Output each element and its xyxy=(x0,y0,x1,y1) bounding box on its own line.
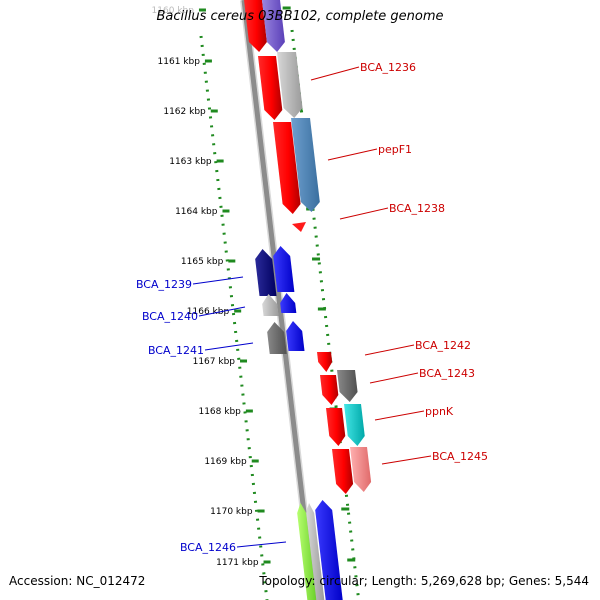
gene-label-reverse: BCA_1241 xyxy=(148,344,204,357)
gene-lime xyxy=(297,503,317,600)
scale-label: 1165 kbp xyxy=(181,257,224,267)
gene-blue xyxy=(286,321,305,351)
scale-label: 1169 kbp xyxy=(204,457,247,467)
leader-line xyxy=(236,541,287,548)
scale-label: 1161 kbp xyxy=(158,57,201,67)
backbone-line xyxy=(241,0,317,600)
leader-line xyxy=(339,207,389,220)
leader-line xyxy=(369,372,419,384)
scale-labels: 1160 kbp 1161 kbp 1162 kbp 1163 kbp 1164 kbp… xyxy=(152,6,259,568)
scale-label: 1171 kbp xyxy=(216,558,259,568)
gene-label-forward: BCA_1242 xyxy=(415,339,471,352)
gene-blue xyxy=(273,246,295,292)
gene-features xyxy=(244,0,372,600)
gene-label-forward: BCA_1238 xyxy=(389,202,445,215)
gene-label-forward: BCA_1236 xyxy=(360,61,416,74)
gene-small-red xyxy=(292,222,306,232)
gene-forward xyxy=(244,0,267,52)
gene-label-forward: BCA_1243 xyxy=(419,367,475,380)
scale-label: 1166 kbp xyxy=(187,307,230,317)
scale-label: 1160 kbp xyxy=(152,6,195,16)
genome-backbone xyxy=(240,0,319,600)
gene-ppnK xyxy=(344,404,365,446)
gene-label-reverse: BCA_1240 xyxy=(142,310,198,323)
gene-grey xyxy=(306,503,325,600)
leader-line xyxy=(192,276,244,285)
gene-pepF1 xyxy=(291,118,320,212)
scale-label: 1170 kbp xyxy=(210,507,253,517)
gene-red xyxy=(332,449,354,494)
scale-label: 1167 kbp xyxy=(193,357,236,367)
gene-BCA_1243 xyxy=(337,370,358,402)
gene-BCA_1241 xyxy=(267,322,287,354)
gene-BCA_1242 xyxy=(317,352,333,372)
scale-label: 1168 kbp xyxy=(198,407,241,417)
leader-line xyxy=(327,148,378,161)
gene-BCA_1236 xyxy=(258,56,283,120)
gene-labels: BCA_1236 pepF1 BCA_1238 BCA_1242 BCA_1243ppn… xyxy=(136,61,488,554)
map-title: Bacillus cereus 03BB102, complete genome xyxy=(156,9,444,24)
leader-line xyxy=(374,410,425,421)
genome-summary: Topology: circular; Length: 5,269,628 bp… xyxy=(259,574,589,588)
gene-label-reverse: BCA_1246 xyxy=(180,541,236,554)
gene-label-forward: pepF1 xyxy=(378,143,412,156)
gene-grey xyxy=(262,294,279,316)
leader-line xyxy=(381,455,432,465)
gene-BCA_1239 xyxy=(255,249,277,296)
leader-line xyxy=(310,66,360,81)
gene-label-forward: BCA_1245 xyxy=(432,450,488,463)
scale-label: 1163 kbp xyxy=(169,157,212,167)
gene-BCA_1240 xyxy=(280,293,297,313)
scale-label: 1162 kbp xyxy=(163,107,206,117)
gene-forward xyxy=(262,0,285,52)
leader-line xyxy=(364,344,415,356)
gene-grey xyxy=(277,52,303,118)
gene-BCA_1238 xyxy=(273,122,301,214)
gene-label-forward: ppnK xyxy=(425,405,454,418)
gene-label-reverse: BCA_1239 xyxy=(136,278,192,291)
gene-BCA_1245 xyxy=(350,447,372,492)
right-tick-track xyxy=(290,29,361,600)
leader-line xyxy=(198,306,246,317)
leader-line xyxy=(204,342,254,351)
gene-red xyxy=(326,408,346,446)
gene-BCA_1246 xyxy=(315,500,343,600)
gene-red xyxy=(320,375,339,405)
scale-label: 1164 kbp xyxy=(175,207,218,217)
accession-text: Accession: NC_012472 xyxy=(9,574,146,588)
